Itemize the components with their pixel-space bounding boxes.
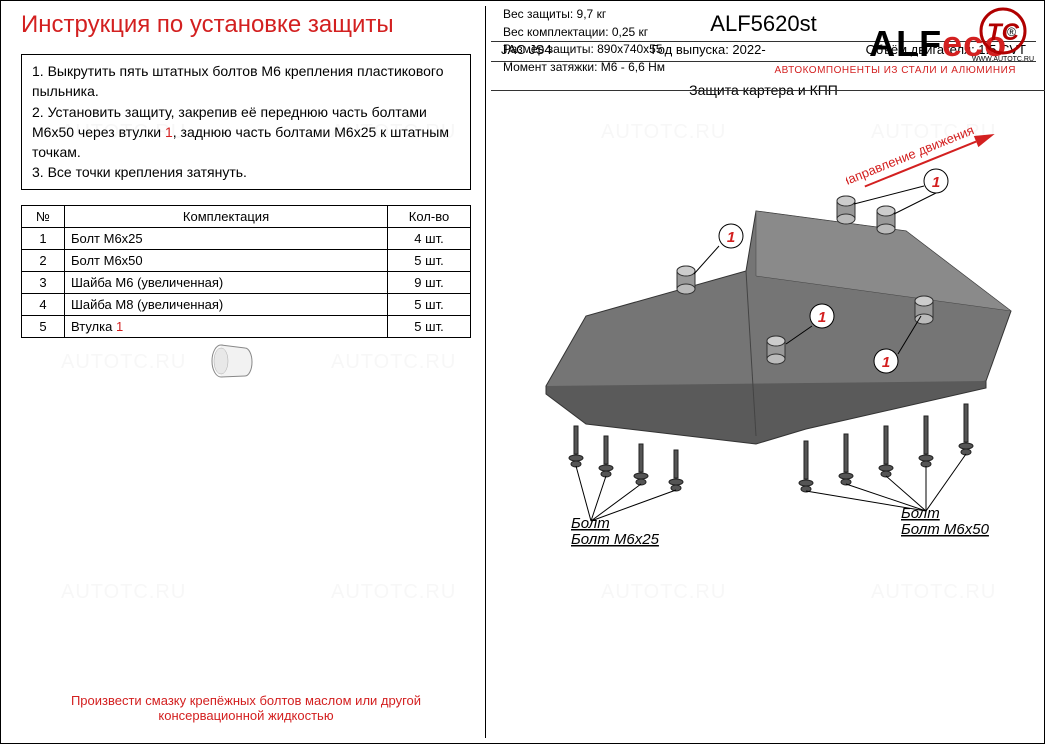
hr (491, 90, 1045, 91)
vertical-divider (485, 6, 486, 738)
left-panel: Инструкция по установке защиты 1. Выкрут… (21, 11, 471, 338)
callout-1: 1 (854, 169, 948, 214)
bolt-label-word: Болт (571, 515, 610, 532)
brand-tagline: АВТОКОМПОНЕНТЫ ИЗ СТАЛИ И АЛЮМИНИЯ (774, 65, 1016, 76)
cell-name: Болт М6х25 (65, 227, 388, 249)
parts-table: № Комплектация Кол-во 1 Болт М6х25 4 шт.… (21, 205, 471, 338)
header-name: Комплектация (65, 205, 388, 227)
cell-name: Болт М6х50 (65, 249, 388, 271)
header-qty: Кол-во (388, 205, 471, 227)
watermark: AUTOTC.RU (871, 581, 996, 604)
instruction-step-1: 1. Выкрутить пять штатных болтов М6 креп… (32, 63, 443, 99)
site-logo: TC WWW.AUTOTC.RU (968, 7, 1038, 63)
svg-text:1: 1 (727, 229, 735, 246)
cell-name: Шайба М6 (увеличенная) (65, 271, 388, 293)
spec-weight: Вес защиты: 9,7 кг (503, 6, 665, 23)
callout-1: 1 (694, 224, 743, 274)
svg-text:1: 1 (932, 174, 940, 191)
table-row: 5 Втулка 1 5 шт. (22, 315, 471, 337)
table-row: 1 Болт М6х25 4 шт. (22, 227, 471, 249)
cell-qty: 9 шт. (388, 271, 471, 293)
cell-qty: 4 шт. (388, 227, 471, 249)
table-row: 4 Шайба М8 (увеличенная) 5 шт. (22, 293, 471, 315)
bushing (877, 206, 895, 234)
lubrication-note: Произвести смазку крепёжных болтов масло… (21, 693, 471, 723)
bushing-icon (201, 336, 261, 386)
bushing (767, 336, 785, 364)
instruction-step-2-ref: 1 (165, 124, 173, 140)
watermark: AUTOTC.RU (331, 581, 456, 604)
instruction-step-3: 3. Все точки крепления затянуть. (32, 164, 247, 180)
cell-qty: 5 шт. (388, 315, 471, 337)
bolt-50-label: Болт М6х50 (901, 521, 990, 538)
spec-size: Размер защиты: 890х740х55 (503, 41, 665, 58)
spec-torque: Момент затяжки: М6 - 6,6 Нм (503, 59, 665, 76)
year: Год выпуска: 2022- (652, 42, 766, 57)
bolt-25-label: Болт М6х25 (571, 531, 660, 548)
watermark: AUTOTC.RU (601, 581, 726, 604)
table-row: 2 Болт М6х50 5 шт. (22, 249, 471, 271)
cell-num: 5 (22, 315, 65, 337)
cell-name: Втулка 1 (65, 315, 388, 337)
right-panel: ALF5620st JAC JS4 Год выпуска: 2022- Объ… (491, 11, 1036, 98)
plate-diagram: 1 1 1 1 Болт М6х25 Болт М6х50 Болт Болт (491, 156, 1036, 556)
cell-name: Шайба М8 (увеличенная) (65, 293, 388, 315)
cell-qty: 5 шт. (388, 249, 471, 271)
bolt-label-word: Болт (901, 505, 940, 522)
cell-num: 4 (22, 293, 65, 315)
cell-name-b: 1 (116, 319, 123, 334)
cell-num: 3 (22, 271, 65, 293)
watermark: AUTOTC.RU (61, 581, 186, 604)
svg-text:WWW.AUTOTC.RU: WWW.AUTOTC.RU (972, 56, 1034, 63)
doc-title: Инструкция по установке защиты (21, 11, 471, 39)
bushing (677, 266, 695, 294)
watermark: AUTOTC.RU (331, 351, 456, 374)
cell-num: 1 (22, 227, 65, 249)
table-header-row: № Комплектация Кол-во (22, 205, 471, 227)
svg-text:1: 1 (818, 309, 826, 326)
table-row: 3 Шайба М6 (увеличенная) 9 шт. (22, 271, 471, 293)
cell-num: 2 (22, 249, 65, 271)
bushing (915, 296, 933, 324)
brand-name-a: ALF (869, 23, 942, 64)
spec-kit-weight: Вес комплектации: 0,25 кг (503, 24, 665, 41)
watermark: AUTOTC.RU (61, 351, 186, 374)
cell-qty: 5 шт. (388, 293, 471, 315)
spec-block: Вес защиты: 9,7 кг Вес комплектации: 0,2… (503, 6, 665, 76)
header-num: № (22, 205, 65, 227)
cell-name-a: Втулка (71, 319, 116, 334)
svg-text:1: 1 (882, 354, 890, 371)
svg-text:TC: TC (987, 19, 1020, 46)
instructions-box: 1. Выкрутить пять штатных болтов М6 креп… (21, 54, 471, 190)
watermark: AUTOTC.RU (601, 121, 726, 144)
bushing (837, 196, 855, 224)
